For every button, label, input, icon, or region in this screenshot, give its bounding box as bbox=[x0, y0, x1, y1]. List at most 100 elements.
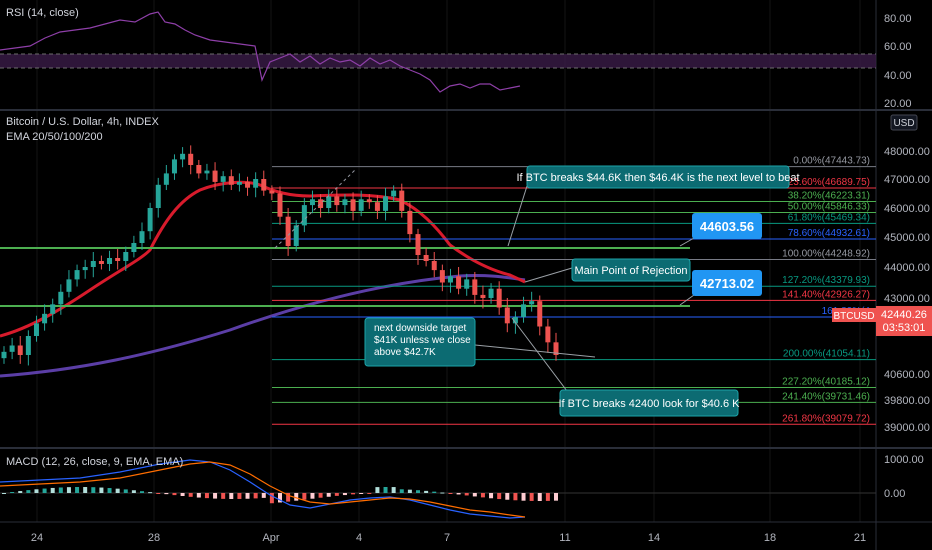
candle bbox=[196, 165, 202, 174]
macd-bar bbox=[545, 493, 550, 501]
candle bbox=[334, 196, 340, 206]
candle bbox=[423, 255, 429, 261]
candle bbox=[456, 276, 462, 289]
macd-bar bbox=[375, 487, 380, 493]
macd-bar bbox=[391, 487, 396, 493]
fib-label: 261.80%(39079.72) bbox=[782, 413, 870, 424]
fib-label: 50.00%(45846.33) bbox=[788, 201, 870, 212]
candle bbox=[261, 179, 267, 191]
svg-text:1000.00: 1000.00 bbox=[884, 454, 924, 466]
rsi-title: RSI (14, close) bbox=[6, 7, 79, 19]
fib-label: 100.00%(44248.92) bbox=[782, 249, 870, 260]
fib-label: 200.00%(41054.11) bbox=[783, 349, 870, 360]
callout-downside-target[interactable]: next downside target $41K unless we clos… bbox=[364, 317, 476, 367]
macd-bar bbox=[131, 490, 136, 493]
candle bbox=[512, 317, 518, 324]
candle bbox=[480, 294, 486, 298]
svg-text:44603.56: 44603.56 bbox=[700, 219, 754, 234]
macd-bar bbox=[204, 493, 209, 499]
svg-text:above $42.7K: above $42.7K bbox=[374, 347, 436, 358]
svg-text:11: 11 bbox=[559, 532, 570, 544]
candle bbox=[212, 170, 218, 182]
currency-badge[interactable]: USD bbox=[890, 114, 918, 131]
price-axis: 48000.00 47000.00 46000.00 45000.00 4400… bbox=[884, 146, 930, 434]
candle bbox=[228, 176, 234, 185]
macd-bar bbox=[359, 493, 364, 494]
candle bbox=[447, 276, 453, 283]
rsi-pane bbox=[0, 11, 876, 93]
candle bbox=[131, 243, 137, 252]
macd-bar bbox=[261, 493, 266, 498]
macd-bar bbox=[302, 493, 307, 500]
svg-text:47000.00: 47000.00 bbox=[884, 174, 930, 186]
macd-bar bbox=[440, 492, 445, 494]
svg-text:24: 24 bbox=[31, 532, 43, 544]
candle bbox=[301, 205, 307, 226]
price-label-42713[interactable]: 42713.02 bbox=[692, 270, 762, 296]
svg-text:39800.00: 39800.00 bbox=[884, 395, 930, 407]
fib-label: 141.40%(42926.27) bbox=[782, 289, 870, 300]
macd-bar bbox=[253, 493, 258, 499]
candle bbox=[464, 279, 470, 289]
candle bbox=[188, 153, 194, 165]
candle bbox=[521, 304, 527, 317]
macd-bar bbox=[164, 493, 169, 495]
macd-signal-line bbox=[0, 461, 526, 518]
macd-bar bbox=[278, 493, 282, 503]
macd-bar bbox=[34, 489, 39, 493]
fib-label: 127.20%(43379.93) bbox=[782, 275, 870, 286]
macd-bar bbox=[351, 493, 356, 495]
macd-bar bbox=[83, 487, 88, 493]
callout-breakout[interactable]: If BTC breaks $44.6K then $46.4K is the … bbox=[516, 165, 800, 189]
candle bbox=[383, 196, 389, 211]
candle bbox=[309, 199, 315, 206]
candle bbox=[326, 196, 332, 208]
svg-text:48000.00: 48000.00 bbox=[884, 146, 930, 158]
candle bbox=[123, 252, 129, 261]
candle bbox=[318, 199, 324, 208]
macd-bar bbox=[99, 487, 104, 493]
svg-text:7: 7 bbox=[444, 532, 450, 544]
svg-text:18: 18 bbox=[764, 532, 776, 544]
macd-bar bbox=[456, 493, 461, 495]
macd-bar bbox=[326, 493, 331, 497]
candle bbox=[220, 176, 226, 182]
svg-text:4: 4 bbox=[356, 532, 362, 544]
candle bbox=[350, 199, 356, 211]
macd-title: MACD (12, 26, close, 9, EMA, EMA) bbox=[6, 456, 183, 468]
macd-bar bbox=[399, 489, 404, 493]
macd-bar bbox=[42, 488, 47, 493]
macd-line bbox=[0, 459, 526, 519]
svg-text:BTCUSD: BTCUSD bbox=[833, 311, 874, 322]
macd-bar bbox=[196, 493, 201, 498]
macd-bar bbox=[172, 493, 177, 496]
callout-rejection[interactable]: Main Point of Rejection bbox=[571, 258, 691, 282]
candle bbox=[407, 210, 413, 235]
candle bbox=[171, 159, 177, 174]
macd-bar bbox=[156, 493, 161, 494]
macd-bar bbox=[180, 493, 185, 497]
candle bbox=[537, 301, 543, 327]
macd-bar bbox=[221, 493, 226, 499]
macd-bar bbox=[416, 490, 420, 493]
svg-text:44000.00: 44000.00 bbox=[884, 262, 930, 274]
callout-break-42400[interactable]: If BTC breaks 42400 look for $40.6 K bbox=[559, 389, 741, 417]
macd-bar bbox=[294, 493, 299, 501]
candle bbox=[415, 234, 421, 255]
candle bbox=[180, 153, 186, 160]
svg-text:45000.00: 45000.00 bbox=[884, 232, 930, 244]
macd-bar bbox=[521, 493, 526, 501]
candle bbox=[98, 261, 104, 264]
fib-label: 227.20%(40185.12) bbox=[782, 376, 870, 387]
svg-text:If BTC breaks $44.6K then $46.: If BTC breaks $44.6K then $46.4K is the … bbox=[516, 172, 799, 184]
macd-bar bbox=[269, 493, 274, 504]
svg-text:Apr: Apr bbox=[262, 532, 279, 544]
candle bbox=[439, 270, 445, 283]
candle bbox=[82, 267, 88, 271]
x-axis: 24 28 Apr 4 7 11 14 18 21 bbox=[31, 532, 866, 544]
ticker-badge: BTCUSD 42440.26 03:53:01 bbox=[832, 306, 932, 336]
svg-text:40600.00: 40600.00 bbox=[884, 369, 930, 381]
price-label-44603[interactable]: 44603.56 bbox=[692, 213, 762, 239]
candle bbox=[504, 307, 510, 324]
candle bbox=[42, 313, 48, 324]
